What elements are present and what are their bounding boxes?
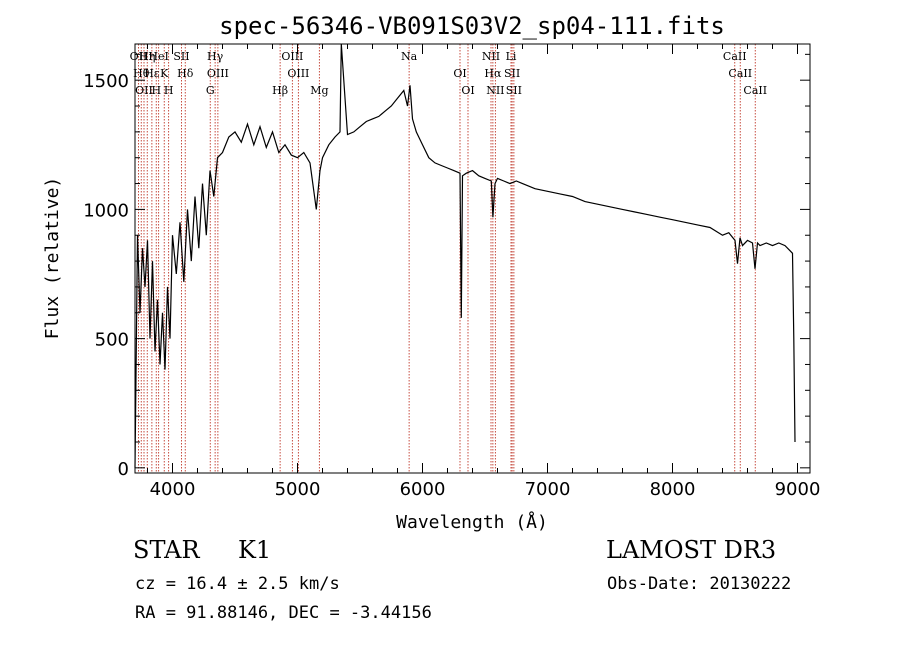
- marker-label: Hα: [484, 67, 502, 80]
- marker-label: OIII: [207, 67, 229, 80]
- marker-label: H: [164, 84, 174, 97]
- x-tick-label: 9000: [775, 479, 821, 500]
- x-tick-label: 8000: [650, 479, 696, 500]
- marker-label: H: [151, 84, 161, 97]
- y-tick-labels: 0 500 1000 1500: [83, 71, 129, 480]
- marker-label: G: [206, 84, 215, 97]
- x-axis-label: Wavelength (Å): [396, 511, 548, 533]
- y-tick-label: 1000: [83, 200, 129, 221]
- marker-label: SII: [504, 67, 520, 80]
- x-tick-label: 6000: [400, 479, 446, 500]
- marker-label: CaII: [743, 84, 767, 97]
- marker-label: OII: [130, 50, 148, 63]
- spectrum-line: [134, 43, 796, 468]
- y-tick-label: 1500: [83, 71, 129, 92]
- marker-label: Hγ: [207, 50, 224, 63]
- marker-label: K: [160, 67, 169, 80]
- plot-frame: [134, 43, 811, 474]
- y-axis-label: Flux (relative): [42, 177, 63, 340]
- marker-label: HeI: [148, 50, 168, 63]
- obs-date-line: Obs-Date: 20130222: [607, 574, 792, 594]
- marker-label: NII: [482, 50, 500, 63]
- x-tick-label: 4000: [150, 479, 196, 500]
- marker-label: SII: [506, 84, 522, 97]
- y-tick-label: 500: [95, 330, 129, 351]
- axis-ticks: [135, 44, 810, 473]
- marker-label: CaII: [728, 67, 752, 80]
- marker-label: NII: [486, 84, 504, 97]
- marker-labels: OIIHθOIIHηHεHHeIKHSIIHδGHγOIIIHβOIIIOIII…: [130, 50, 767, 97]
- object-class: STAR: [133, 536, 200, 564]
- object-subclass: K1: [238, 536, 272, 564]
- marker-label: OI: [453, 67, 466, 80]
- marker-label: Hβ: [272, 84, 288, 97]
- marker-label: Hε: [144, 67, 160, 80]
- marker-label: Na: [401, 50, 418, 63]
- marker-label: OII: [135, 84, 153, 97]
- marker-label: CaII: [723, 50, 747, 63]
- marker-lines: [138, 44, 756, 473]
- marker-label: SII: [173, 50, 189, 63]
- marker-label: Hθ: [133, 67, 150, 80]
- redshift-line: cz = 16.4 ± 2.5 km/s: [135, 574, 340, 594]
- marker-label: OI: [461, 84, 474, 97]
- chart-title: spec-56346-VB091S03V2_sp04-111.fits: [219, 12, 725, 40]
- marker-label: Hη: [139, 50, 155, 63]
- marker-label: Li: [506, 50, 517, 63]
- survey-name: LAMOST DR3: [606, 536, 777, 564]
- marker-label: OIII: [287, 67, 309, 80]
- y-tick-label: 0: [118, 459, 129, 480]
- x-tick-label: 7000: [525, 479, 571, 500]
- x-tick-labels: 4000 5000 6000 7000 8000 9000: [150, 479, 821, 500]
- x-tick-label: 5000: [275, 479, 321, 500]
- marker-label: OIII: [281, 50, 303, 63]
- marker-label: Mg: [310, 84, 328, 97]
- radec-line: RA = 91.88146, DEC = -3.44156: [135, 603, 432, 623]
- marker-label: Hδ: [177, 67, 194, 80]
